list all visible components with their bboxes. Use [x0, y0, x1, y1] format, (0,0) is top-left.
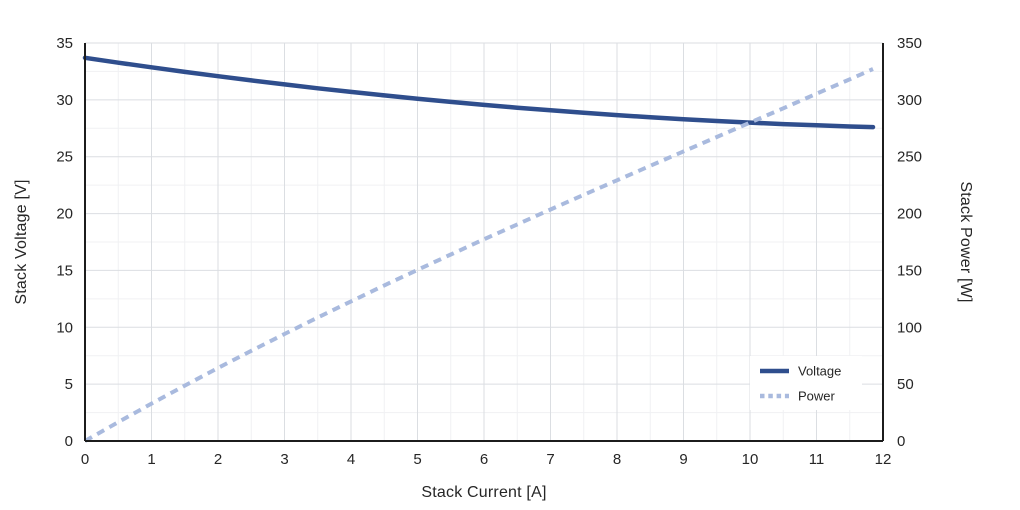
right-tick-label: 350 [897, 35, 922, 52]
x-tick-label: 2 [214, 451, 222, 468]
axes [84, 43, 884, 442]
left-axis-title: Stack Voltage [V] [13, 179, 30, 304]
right-tick-label: 150 [897, 262, 922, 279]
x-tick-label: 4 [347, 451, 355, 468]
left-tick-label: 5 [65, 376, 73, 393]
right-tick-label: 250 [897, 149, 922, 166]
x-axis-title: Stack Current [A] [421, 484, 546, 501]
x-tick-label: 1 [147, 451, 155, 468]
data-series [82, 55, 876, 443]
right-tick-label: 50 [897, 376, 914, 393]
legend-background [750, 356, 862, 410]
left-tick-label: 35 [56, 35, 73, 52]
left-tick-label: 0 [65, 433, 73, 450]
x-tick-label: 12 [875, 451, 892, 468]
gridlines [85, 42, 884, 441]
left-tick-label: 20 [56, 206, 73, 223]
x-tick-label: 7 [546, 451, 554, 468]
tick-labels: 0 1 2 3 4 5 6 7 8 9 10 11 12051015202530350501001502… [56, 35, 922, 468]
series-line-voltage [82, 55, 876, 130]
right-tick-label: 100 [897, 319, 922, 336]
x-tick-label: 6 [480, 451, 488, 468]
x-tick-label: 10 [742, 451, 759, 468]
right-tick-label: 300 [897, 92, 922, 109]
x-tick-label: 0 [81, 451, 89, 468]
legend-label-power: Power [798, 389, 836, 404]
left-tick-label: 10 [56, 319, 73, 336]
x-tick-label: 5 [413, 451, 421, 468]
legend-label-voltage: Voltage [798, 364, 841, 379]
right-tick-label: 200 [897, 206, 922, 223]
legend: Voltage Power [750, 356, 862, 410]
x-tick-label: 9 [679, 451, 687, 468]
left-tick-label: 30 [56, 92, 73, 109]
right-axis-title: Stack Power [W] [957, 181, 974, 302]
left-tick-label: 15 [56, 262, 73, 279]
x-tick-label: 11 [809, 451, 825, 468]
x-tick-label: 3 [280, 451, 288, 468]
right-tick-label: 0 [897, 433, 905, 450]
left-tick-label: 25 [56, 149, 73, 166]
x-tick-label: 8 [613, 451, 621, 468]
